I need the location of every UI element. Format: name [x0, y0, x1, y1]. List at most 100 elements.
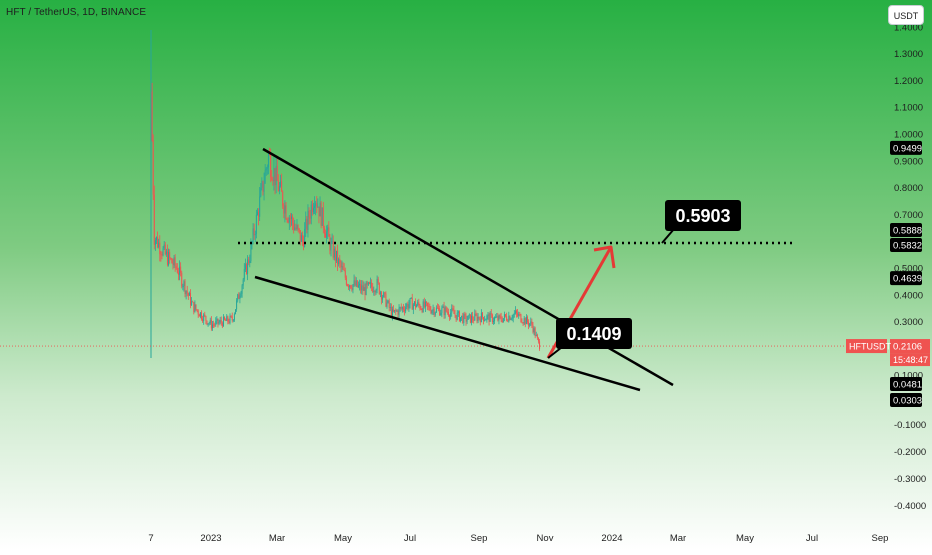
candle-body — [172, 263, 174, 266]
candle-body — [177, 272, 179, 275]
candle-body — [162, 248, 164, 256]
candle-body — [170, 258, 172, 260]
candle-body — [301, 235, 303, 242]
candle-body — [536, 334, 538, 338]
last-price-label: 0.2106 — [893, 342, 922, 353]
candle-body — [199, 312, 201, 317]
candle-body — [463, 314, 465, 323]
candle-body — [244, 264, 246, 270]
candle-body — [230, 315, 232, 317]
candle-body — [525, 316, 527, 325]
candle-body — [384, 292, 386, 294]
y-tick-label: 0.7000 — [894, 210, 923, 221]
candle-body — [401, 307, 403, 309]
support-callout-box[interactable] — [556, 318, 632, 349]
candle-body — [222, 316, 224, 327]
candle-body — [520, 314, 522, 322]
candle-body — [312, 207, 314, 213]
candle-body — [453, 310, 455, 314]
candle-body — [397, 310, 399, 315]
candle-body — [179, 266, 181, 275]
candle-body — [159, 242, 161, 255]
candle-body — [435, 307, 437, 313]
candle-body — [226, 316, 228, 321]
candle-body — [507, 320, 509, 322]
candle-body — [221, 322, 223, 327]
candle-body — [516, 310, 518, 314]
candle-body — [285, 205, 287, 220]
candle-body — [539, 341, 541, 349]
candle-body — [194, 304, 196, 312]
candle-body — [519, 314, 521, 316]
candle-body — [187, 293, 189, 296]
candle-body — [169, 252, 171, 259]
candle-body — [225, 319, 227, 321]
candle-body — [193, 302, 195, 312]
symbol-label-box — [846, 339, 887, 354]
candle-body — [440, 312, 442, 316]
candle-body — [366, 282, 368, 285]
candle-body — [332, 240, 334, 258]
candle-body — [296, 225, 298, 229]
candle-body — [227, 316, 229, 322]
candle-body — [499, 315, 501, 317]
candle-body — [535, 334, 537, 337]
candle-body — [381, 292, 382, 300]
candle-body — [500, 316, 502, 321]
candle-body — [240, 293, 242, 297]
candle-body — [389, 306, 391, 308]
candle-body — [278, 186, 280, 192]
candle-body — [363, 287, 365, 291]
candle-body — [503, 314, 505, 319]
currency-button[interactable]: USDT — [888, 5, 924, 25]
candle-body — [237, 294, 239, 301]
candle-body — [526, 316, 528, 323]
candle-body — [398, 307, 400, 315]
candle-body — [491, 314, 493, 322]
candle-body — [409, 298, 411, 305]
candle-body — [360, 283, 362, 291]
candle-body — [255, 214, 257, 234]
candle-body — [325, 233, 327, 238]
y-tick-label: 0.9000 — [894, 156, 923, 167]
candle-body — [451, 308, 453, 313]
candle-body — [286, 219, 288, 221]
candle-body — [478, 316, 480, 319]
candle-body — [421, 308, 423, 312]
candle-body — [176, 268, 178, 273]
candle-body — [252, 228, 254, 242]
candle-body — [200, 312, 202, 319]
x-tick-label: May — [334, 533, 352, 544]
price-label: 0.0303 — [893, 396, 922, 407]
price-label-box — [890, 393, 922, 407]
candle-body — [242, 279, 244, 286]
wedge-lower-line[interactable] — [254, 275, 641, 392]
candle-body — [338, 258, 340, 265]
candle-body — [436, 307, 438, 309]
candle-body — [468, 314, 470, 316]
candle-body — [370, 282, 372, 284]
candle-body — [243, 269, 245, 280]
candle-body — [326, 231, 328, 238]
candle-body — [379, 292, 381, 294]
target-callout-box[interactable] — [665, 200, 741, 231]
candle-body — [467, 315, 469, 320]
candle-body — [157, 237, 159, 248]
candle-body — [210, 319, 212, 329]
candle-body — [267, 153, 269, 168]
candle-body — [344, 270, 346, 278]
candle-body — [188, 293, 190, 296]
candle-body — [513, 313, 515, 315]
candle-body — [323, 227, 325, 234]
candle-body — [517, 313, 519, 316]
candle-body — [280, 181, 282, 187]
candle-body — [454, 313, 456, 316]
candle-body — [376, 278, 378, 291]
candle-body — [452, 308, 454, 311]
y-tick-label: 0.4000 — [894, 290, 923, 301]
candle-body — [442, 306, 444, 308]
y-tick-label: 1.3000 — [894, 49, 923, 60]
candle-body — [292, 216, 294, 224]
